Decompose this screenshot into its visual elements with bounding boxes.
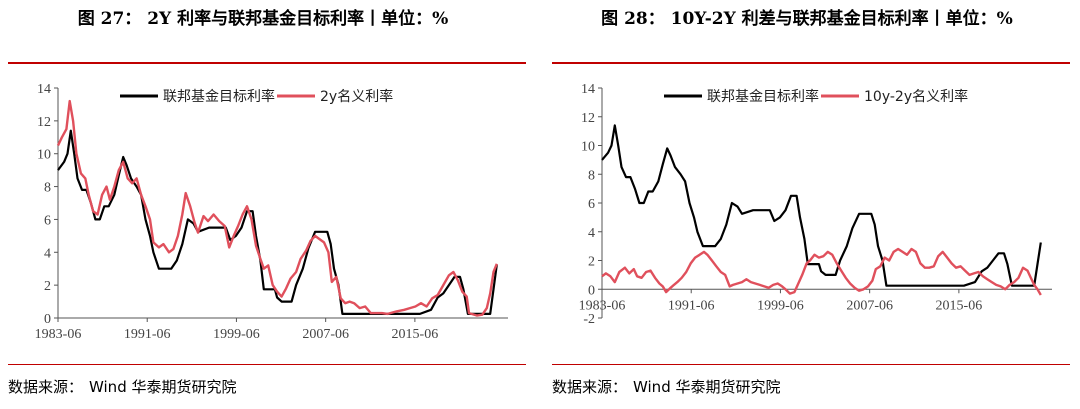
chart-area-1: 0 2 4 6 8 10 12 14 1983-06 1991-06 1999-06 2007-06 2… (8, 68, 526, 360)
y-tick-label: -2 (583, 312, 595, 327)
y-tick-label: 14 (37, 82, 51, 97)
x-tick-label: 1991-06 (668, 298, 715, 313)
source-text-2: Wind 华泰期货研究院 (633, 378, 781, 396)
x-tick-label: 1983-06 (35, 327, 82, 342)
source-label-2: 数据来源： (552, 378, 628, 396)
y-tick-label: 14 (581, 82, 595, 97)
legend-label-2: 2y名义利率 (320, 88, 393, 105)
x-tick-label: 2015-06 (936, 298, 983, 313)
series-line-2 (601, 247, 1042, 296)
chart-title-1: 图 27： 2Y 利率与联邦基金目标利率丨单位：% (77, 9, 449, 29)
chart-svg-1: 0 2 4 6 8 10 12 14 1983-06 1991-06 1999-06 2007-06 2… (35, 82, 508, 342)
y-tick-label: 2 (588, 255, 595, 270)
x-tick-label: 2007-06 (846, 298, 893, 313)
bottom-rule-2 (552, 364, 1070, 365)
legend-label-2: 10y-2y名义利率 (864, 88, 968, 105)
y-tick-label: 0 (44, 312, 51, 327)
y-tick-label: 12 (37, 115, 51, 130)
source-text-1: Wind 华泰期货研究院 (89, 378, 237, 396)
x-tick-label: 1991-06 (124, 327, 171, 342)
y-tick-label: 0 (588, 283, 595, 298)
y-tick-label: 10 (581, 140, 595, 155)
title-rule-2 (552, 62, 1070, 64)
y-tick-label: 8 (588, 168, 595, 183)
chart-panel-1: 图 27： 2Y 利率与联邦基金目标利率丨单位：% 0 2 4 6 8 10 12 14 198… (8, 0, 528, 409)
series-line-1 (57, 129, 498, 315)
chart-panel-2: 图 28： 10Y-2Y 利差与联邦基金目标利率丨单位：% -2 0 2 4 6 8 10 1… (552, 0, 1072, 409)
x-tick-label: 1999-06 (757, 298, 804, 313)
chart-area-2: -2 0 2 4 6 8 10 12 14 1983-06 1991-06 1999-06 2007-0… (552, 68, 1070, 360)
x-tick-label: 2007-06 (302, 327, 349, 342)
title-rule-1 (8, 62, 526, 64)
legend-label-1: 联邦基金目标利率 (163, 88, 275, 105)
y-tick-label: 12 (581, 111, 595, 126)
chart-title-2: 图 28： 10Y-2Y 利差与联邦基金目标利率丨单位：% (601, 9, 1013, 29)
chart-svg-2: -2 0 2 4 6 8 10 12 14 1983-06 1991-06 1999-06 2007-0… (579, 82, 1052, 327)
y-tick-label: 4 (588, 226, 595, 241)
x-tick-label: 2015-06 (392, 327, 439, 342)
y-tick-label: 6 (44, 213, 51, 228)
y-tick-label: 8 (44, 181, 51, 196)
series-line-2 (56, 99, 498, 317)
source-label-1: 数据来源： (8, 378, 84, 396)
y-tick-label: 4 (44, 246, 51, 261)
y-tick-label: 6 (588, 197, 595, 212)
bottom-rule-1 (8, 364, 526, 365)
source-note-1: 数据来源： Wind 华泰期货研究院 (8, 376, 242, 397)
x-tick-label: 1983-06 (579, 298, 626, 313)
y-tick-label: 10 (37, 148, 51, 163)
series-line-1 (601, 124, 1042, 287)
y-tick-label: 2 (44, 279, 51, 294)
source-note-2: 数据来源： Wind 华泰期货研究院 (552, 376, 786, 397)
x-tick-label: 1999-06 (213, 327, 260, 342)
legend-label-1: 联邦基金目标利率 (707, 88, 819, 105)
